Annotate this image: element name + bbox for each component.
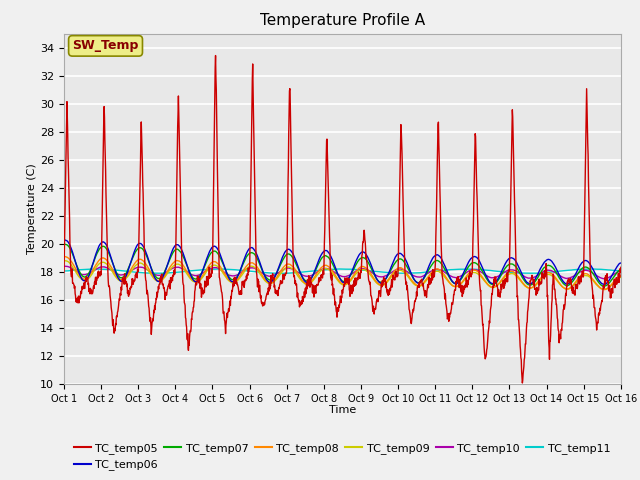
TC_temp09 [297, 277, 305, 283]
TC_temp08 [377, 282, 385, 288]
TC_temp11 [318, 267, 326, 273]
TC_temp08 [126, 268, 134, 274]
TC_temp06 [104, 244, 111, 250]
TC_temp09 [61, 258, 68, 264]
TC_temp09 [318, 267, 326, 273]
TC_temp08 [308, 278, 316, 284]
TC_temp10 [378, 274, 385, 280]
TC_temp11 [103, 266, 111, 272]
TC_temp08 [60, 253, 68, 259]
TC_temp09 [104, 262, 111, 268]
TC_temp10 [297, 271, 305, 277]
Title: Temperature Profile A: Temperature Profile A [260, 13, 425, 28]
TC_temp07 [318, 255, 326, 261]
TC_temp06 [318, 251, 326, 256]
TC_temp07 [308, 275, 316, 280]
TC_temp06 [126, 262, 134, 267]
Line: TC_temp08: TC_temp08 [64, 256, 621, 289]
Line: TC_temp05: TC_temp05 [64, 56, 621, 383]
X-axis label: Time: Time [329, 405, 356, 415]
TC_temp05 [378, 280, 385, 286]
TC_temp06 [600, 281, 608, 287]
TC_temp06 [378, 280, 385, 286]
TC_temp05 [212, 53, 220, 59]
TC_temp09 [308, 279, 316, 285]
TC_temp07 [377, 279, 385, 285]
TC_temp09 [617, 275, 625, 280]
TC_temp08 [103, 258, 111, 264]
TC_temp09 [600, 287, 608, 292]
TC_temp08 [318, 264, 326, 270]
TC_temp10 [61, 264, 68, 269]
Line: TC_temp10: TC_temp10 [64, 266, 621, 279]
TC_temp10 [104, 265, 111, 271]
TC_temp06 [308, 274, 316, 280]
TC_temp06 [297, 271, 305, 276]
TC_temp08 [600, 287, 608, 292]
TC_temp05 [103, 236, 111, 242]
Line: TC_temp11: TC_temp11 [64, 269, 621, 274]
TC_temp10 [318, 266, 326, 272]
TC_temp07 [126, 262, 134, 268]
TC_temp07 [296, 270, 304, 276]
TC_temp11 [617, 268, 625, 274]
TC_temp10 [126, 268, 134, 274]
TC_temp06 [60, 237, 68, 243]
TC_temp11 [378, 269, 385, 275]
TC_temp06 [617, 260, 625, 266]
TC_temp11 [275, 271, 283, 276]
TC_temp11 [126, 269, 134, 275]
TC_temp05 [518, 380, 526, 386]
TC_temp07 [600, 283, 608, 289]
TC_temp11 [60, 268, 68, 274]
TC_temp10 [617, 268, 625, 274]
TC_temp05 [308, 283, 316, 289]
TC_temp11 [297, 269, 305, 275]
TC_temp07 [60, 241, 68, 247]
Text: SW_Temp: SW_Temp [72, 39, 139, 52]
TC_temp11 [586, 266, 594, 272]
TC_temp05 [60, 270, 68, 276]
TC_temp05 [126, 290, 134, 296]
TC_temp05 [318, 275, 326, 280]
TC_temp05 [617, 264, 625, 270]
TC_temp11 [308, 268, 316, 274]
Y-axis label: Temperature (C): Temperature (C) [28, 163, 37, 254]
Legend: TC_temp05, TC_temp06, TC_temp07, TC_temp08, TC_temp09, TC_temp10, TC_temp11: TC_temp05, TC_temp06, TC_temp07, TC_temp… [70, 439, 614, 475]
TC_temp07 [103, 247, 111, 253]
TC_temp05 [297, 302, 305, 308]
Line: TC_temp09: TC_temp09 [64, 261, 621, 289]
TC_temp08 [617, 273, 625, 279]
Line: TC_temp07: TC_temp07 [64, 244, 621, 286]
TC_temp06 [61, 237, 68, 242]
TC_temp10 [308, 272, 316, 278]
Line: TC_temp06: TC_temp06 [64, 240, 621, 284]
TC_temp10 [60, 264, 68, 269]
TC_temp09 [126, 270, 134, 276]
TC_temp09 [60, 258, 68, 264]
TC_temp08 [296, 275, 304, 280]
TC_temp09 [378, 283, 385, 288]
TC_temp07 [617, 267, 625, 273]
TC_temp10 [600, 276, 608, 282]
